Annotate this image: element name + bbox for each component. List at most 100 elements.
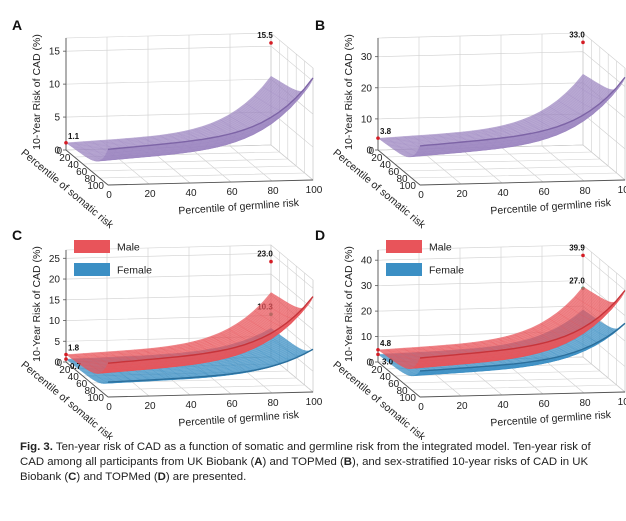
s-gridline xyxy=(99,61,305,179)
caption-body-3: ), and sex-stratified 10-year risks of C… xyxy=(20,456,589,483)
max-value-label: 33.0 xyxy=(569,30,585,39)
somatic-tick-label: 60 xyxy=(388,379,400,390)
germline-tick-label: 20 xyxy=(144,401,156,412)
germline-tick-label: 0 xyxy=(418,402,424,413)
z-tick-label: 20 xyxy=(361,83,373,94)
germline-tick-label: 0 xyxy=(418,190,424,201)
min-value-label: 0.7 xyxy=(70,362,82,371)
germline-tick-label: 80 xyxy=(267,398,279,409)
caption-body-4: ) and TOPMed ( xyxy=(76,471,158,483)
germline-tick-label: 80 xyxy=(579,398,591,409)
somatic-axis-line xyxy=(377,149,421,186)
min-point-marker xyxy=(64,352,68,357)
surface-male xyxy=(65,292,314,374)
legend-label-female: Female xyxy=(429,265,464,277)
somatic-tick-label: 100 xyxy=(87,181,104,192)
legend-swatch-female xyxy=(386,263,422,276)
somatic-tick-label: 80 xyxy=(396,174,408,185)
germline-axis-title: Percentile of germline risk xyxy=(490,409,612,429)
z-tick-label: 0 xyxy=(366,146,372,157)
germline-tick-label: 20 xyxy=(456,401,468,412)
caption-body-2: ) and TOPMed ( xyxy=(262,456,344,468)
min-value-label: 3.8 xyxy=(380,127,392,136)
max-point-marker xyxy=(269,259,273,264)
z-tick-label: 0 xyxy=(54,358,60,369)
caption-body-5: ) are presented. xyxy=(165,471,247,483)
caption-fig-label: Fig. 3. xyxy=(20,441,53,453)
surface-edge xyxy=(107,77,314,150)
legend-label-male: Male xyxy=(117,242,140,254)
s-gridline xyxy=(99,273,305,391)
somatic-tick-label: 0 xyxy=(56,358,62,369)
germline-axis-title: Percentile of germline risk xyxy=(178,197,300,217)
max-point-marker xyxy=(269,41,273,45)
panel-letter-a: A xyxy=(12,17,22,33)
s-gridline xyxy=(411,61,617,179)
germline-tick-label: 40 xyxy=(497,400,509,411)
s-gridline xyxy=(82,47,289,165)
panel-d: D01020304002040608010002040608010010-Yea… xyxy=(315,227,626,440)
z-axis-title: 10-Year Risk of CAD (%) xyxy=(31,246,43,362)
somatic-axis-line xyxy=(377,361,421,398)
germline-tick-label: 0 xyxy=(106,402,112,413)
panel-letter-c: C xyxy=(12,227,22,243)
s-gridline xyxy=(386,40,592,158)
s-gridline xyxy=(411,273,617,391)
z-tick-label: 15 xyxy=(49,47,61,58)
min-point-marker xyxy=(376,347,380,352)
z-tick-label: 15 xyxy=(49,295,61,306)
z-axis-title: 10-Year Risk of CAD (%) xyxy=(31,34,43,150)
germline-tick-label: 100 xyxy=(618,185,626,196)
min-point-marker xyxy=(376,136,380,140)
max-value-label: 23.0 xyxy=(257,250,273,259)
figure-caption: Fig. 3. Ten-year risk of CAD as a functi… xyxy=(20,440,612,485)
somatic-tick-label: 20 xyxy=(59,153,71,164)
somatic-tick-label: 80 xyxy=(84,174,96,185)
min-value-label: 4.8 xyxy=(380,339,392,348)
min-value-label: 3.0 xyxy=(382,357,394,366)
surface-edge xyxy=(419,289,626,359)
z-tick-label: 10 xyxy=(49,80,61,91)
germline-tick-label: 80 xyxy=(579,186,591,197)
z-tick-label: 40 xyxy=(361,256,373,267)
z-tick-label: 0 xyxy=(366,358,372,369)
somatic-tick-label: 20 xyxy=(371,153,383,164)
germline-tick-label: 0 xyxy=(106,190,112,201)
caption-ref-a: A xyxy=(254,456,263,468)
somatic-tick-label: 40 xyxy=(68,372,80,383)
surface-edge xyxy=(107,296,314,364)
z-tick-label: 10 xyxy=(361,114,373,125)
max-point-marker xyxy=(581,40,585,45)
germline-tick-label: 60 xyxy=(226,399,238,410)
legend-swatch-male xyxy=(74,240,110,253)
somatic-tick-label: 20 xyxy=(371,365,383,376)
somatic-tick-label: 60 xyxy=(76,379,88,390)
max-value-label: 39.9 xyxy=(569,243,585,252)
germline-axis-title: Percentile of germline risk xyxy=(178,409,300,429)
caption-ref-d: D xyxy=(157,471,166,483)
germline-tick-label: 60 xyxy=(226,187,238,198)
somatic-axis-line xyxy=(65,149,109,186)
somatic-tick-label: 80 xyxy=(84,386,96,397)
min-value-label: 1.1 xyxy=(68,132,80,141)
surface-edge xyxy=(107,348,314,383)
somatic-tick-label: 100 xyxy=(399,181,416,192)
somatic-tick-label: 60 xyxy=(388,167,400,178)
germline-tick-label: 40 xyxy=(185,400,197,411)
somatic-tick-label: 100 xyxy=(399,393,416,404)
germline-axis-title: Percentile of germline risk xyxy=(490,197,612,217)
germline-tick-label: 20 xyxy=(144,189,156,200)
z-tick-label: 25 xyxy=(49,254,61,265)
surface-male xyxy=(377,286,626,369)
z-tick-label: 20 xyxy=(361,307,373,318)
somatic-tick-label: 60 xyxy=(76,167,88,178)
legend-swatch-female xyxy=(74,263,110,276)
s-gridline xyxy=(91,266,297,384)
z-tick-label: 20 xyxy=(49,275,61,286)
z-axis-title: 10-Year Risk of CAD (%) xyxy=(343,34,355,150)
min-value-label: 1.8 xyxy=(68,344,80,353)
somatic-tick-label: 0 xyxy=(368,358,374,369)
legend-swatch-male xyxy=(386,240,422,253)
germline-tick-label: 80 xyxy=(267,186,279,197)
